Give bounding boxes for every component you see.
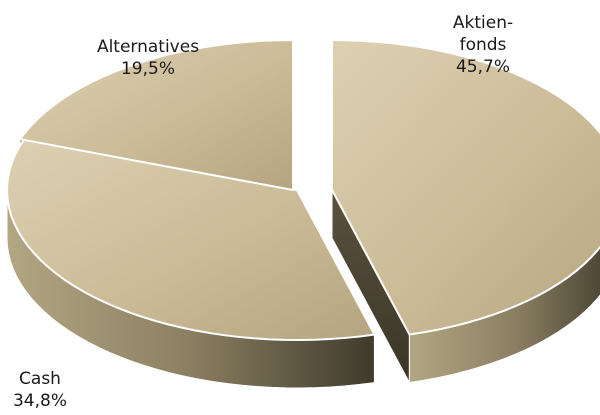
slice-label-aktienfonds: Aktien- fonds 45,7% xyxy=(428,12,538,78)
slice-label-line: Aktien- xyxy=(452,13,514,33)
slice-top-alternatives xyxy=(18,38,294,192)
slice-value-label: 34,8% xyxy=(12,391,67,411)
slice-label-cash: Cash 34,8% xyxy=(0,368,80,412)
slice-label-alternatives: Alternatives 19,5% xyxy=(78,36,218,80)
slice-label-line: Cash xyxy=(19,369,61,389)
slice-label-line: Alternatives xyxy=(96,37,200,57)
slice-top-cash xyxy=(6,138,376,341)
slice-top-aktienfonds xyxy=(331,38,600,336)
slice-label-line: fonds xyxy=(459,35,507,55)
slice-value-label: 19,5% xyxy=(120,59,175,79)
slice-value-label: 45,7% xyxy=(455,57,510,77)
